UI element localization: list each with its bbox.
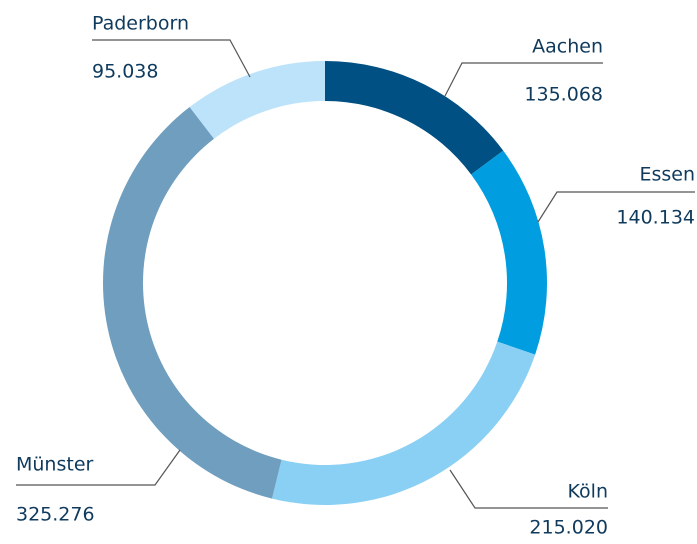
leader-line <box>444 62 603 97</box>
donut-slice <box>103 107 282 499</box>
value-label: 135.068 <box>524 84 603 106</box>
slice-label: Köln <box>568 481 608 503</box>
leader-line <box>16 449 181 486</box>
slice-label: Essen <box>639 164 695 186</box>
donut-slice <box>471 150 548 355</box>
value-label: 140.134 <box>616 207 695 229</box>
slice-label: Münster <box>16 454 94 476</box>
donut-slice <box>325 61 504 175</box>
leader-line <box>449 469 608 509</box>
value-label: 95.038 <box>92 61 158 83</box>
value-label: 325.276 <box>16 504 95 526</box>
donut-slice <box>189 61 325 139</box>
leader-line <box>537 191 695 223</box>
slice-label: Paderborn <box>92 13 189 35</box>
slice-label: Aachen <box>532 36 603 58</box>
value-label: 215.020 <box>529 517 608 539</box>
leader-line <box>92 39 251 78</box>
donut-slice <box>271 341 536 506</box>
